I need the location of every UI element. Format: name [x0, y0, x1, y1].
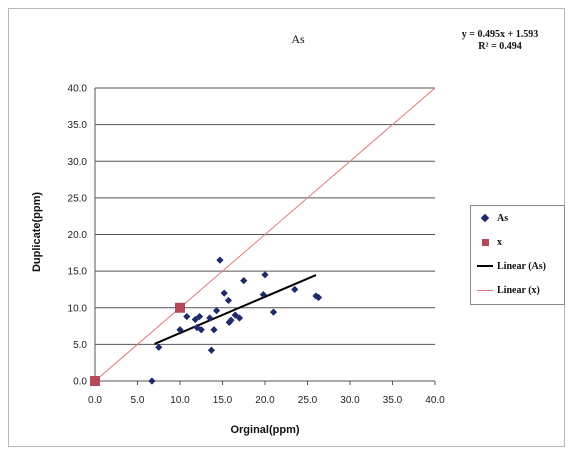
x-tick-label: 40.0 — [425, 395, 445, 406]
y-tick-label: 10.0 — [68, 303, 88, 314]
data-point-as — [225, 318, 233, 326]
chart-legend: As x Linear (As) Linear (x) — [470, 205, 565, 305]
data-point-as — [261, 271, 269, 279]
data-point-x — [175, 302, 185, 313]
y-tick-label: 20.0 — [68, 230, 88, 241]
points-layer — [90, 256, 323, 386]
legend-marker-square — [477, 237, 493, 247]
y-tick-label: 0.0 — [73, 377, 87, 388]
x-tick-label: 0.0 — [88, 395, 102, 406]
legend-item-linear-as: Linear (As) — [471, 254, 564, 278]
data-point-as — [291, 285, 299, 294]
data-point-as — [206, 314, 214, 322]
trendline — [154, 274, 317, 345]
axis-layer: 0.0 5.0 10.0 15.0 20.0 25.0 30.0 35.0 40.0 0.0 5.0… — [68, 84, 446, 407]
legend-line-red — [477, 285, 493, 295]
data-point-as — [224, 296, 233, 305]
trendline-equation: y = 0.495x + 1.593 — [462, 29, 538, 40]
trendline-r-squared: R² = 0.494 — [478, 41, 521, 52]
y-tick-label: 5.0 — [73, 340, 87, 351]
data-point-as — [195, 312, 204, 321]
x-tick-label: 20.0 — [255, 395, 275, 406]
data-point-as — [216, 256, 224, 264]
y-axis-title: Duplicate(ppm) — [31, 192, 43, 272]
y-tick-label: 25.0 — [68, 193, 88, 204]
legend-line-black — [477, 261, 493, 271]
data-point-as — [314, 293, 323, 302]
trendline — [94, 87, 436, 382]
legend-item-x: x — [471, 230, 564, 254]
legend-label: As — [497, 212, 509, 224]
y-tick-label: 35.0 — [68, 120, 88, 131]
y-tick-label: 15.0 — [68, 267, 88, 278]
data-point-as — [210, 326, 218, 334]
legend-item-linear-x: Linear (x) — [471, 278, 564, 302]
data-point-as — [212, 307, 221, 315]
data-point-as — [235, 314, 244, 322]
trendline-layer — [94, 87, 436, 382]
x-tick-label: 5.0 — [131, 395, 145, 406]
x-tick-label: 25.0 — [298, 395, 318, 406]
legend-item-as: As — [471, 206, 564, 230]
x-tick-label: 10.0 — [170, 395, 190, 406]
chart-title: As — [291, 32, 305, 46]
data-point-as — [269, 308, 278, 316]
data-point-as — [207, 346, 216, 354]
data-point-as — [197, 326, 205, 334]
x-tick-label: 15.0 — [213, 395, 233, 406]
data-point-as — [227, 316, 235, 324]
data-point-as — [240, 277, 248, 285]
data-point-as — [183, 312, 191, 321]
data-point-x — [90, 376, 100, 386]
x-tick-label: 35.0 — [383, 395, 403, 406]
legend-marker-diamond — [477, 213, 493, 223]
data-point-as — [193, 323, 201, 332]
y-tick-label: 40.0 — [68, 84, 88, 95]
grid-layer — [95, 87, 435, 345]
data-point-as — [259, 290, 267, 299]
data-point-as — [191, 315, 199, 324]
legend-label: Linear (As) — [497, 260, 546, 272]
data-point-as — [148, 377, 156, 385]
legend-label: Linear (x) — [497, 284, 540, 296]
legend-label: x — [497, 236, 502, 248]
data-point-as — [155, 343, 163, 351]
y-tick-label: 30.0 — [68, 157, 88, 168]
x-axis-title: Orginal(ppm) — [230, 424, 299, 436]
data-point-as — [176, 326, 184, 334]
data-point-as — [220, 289, 228, 297]
x-tick-label: 30.0 — [340, 395, 360, 406]
